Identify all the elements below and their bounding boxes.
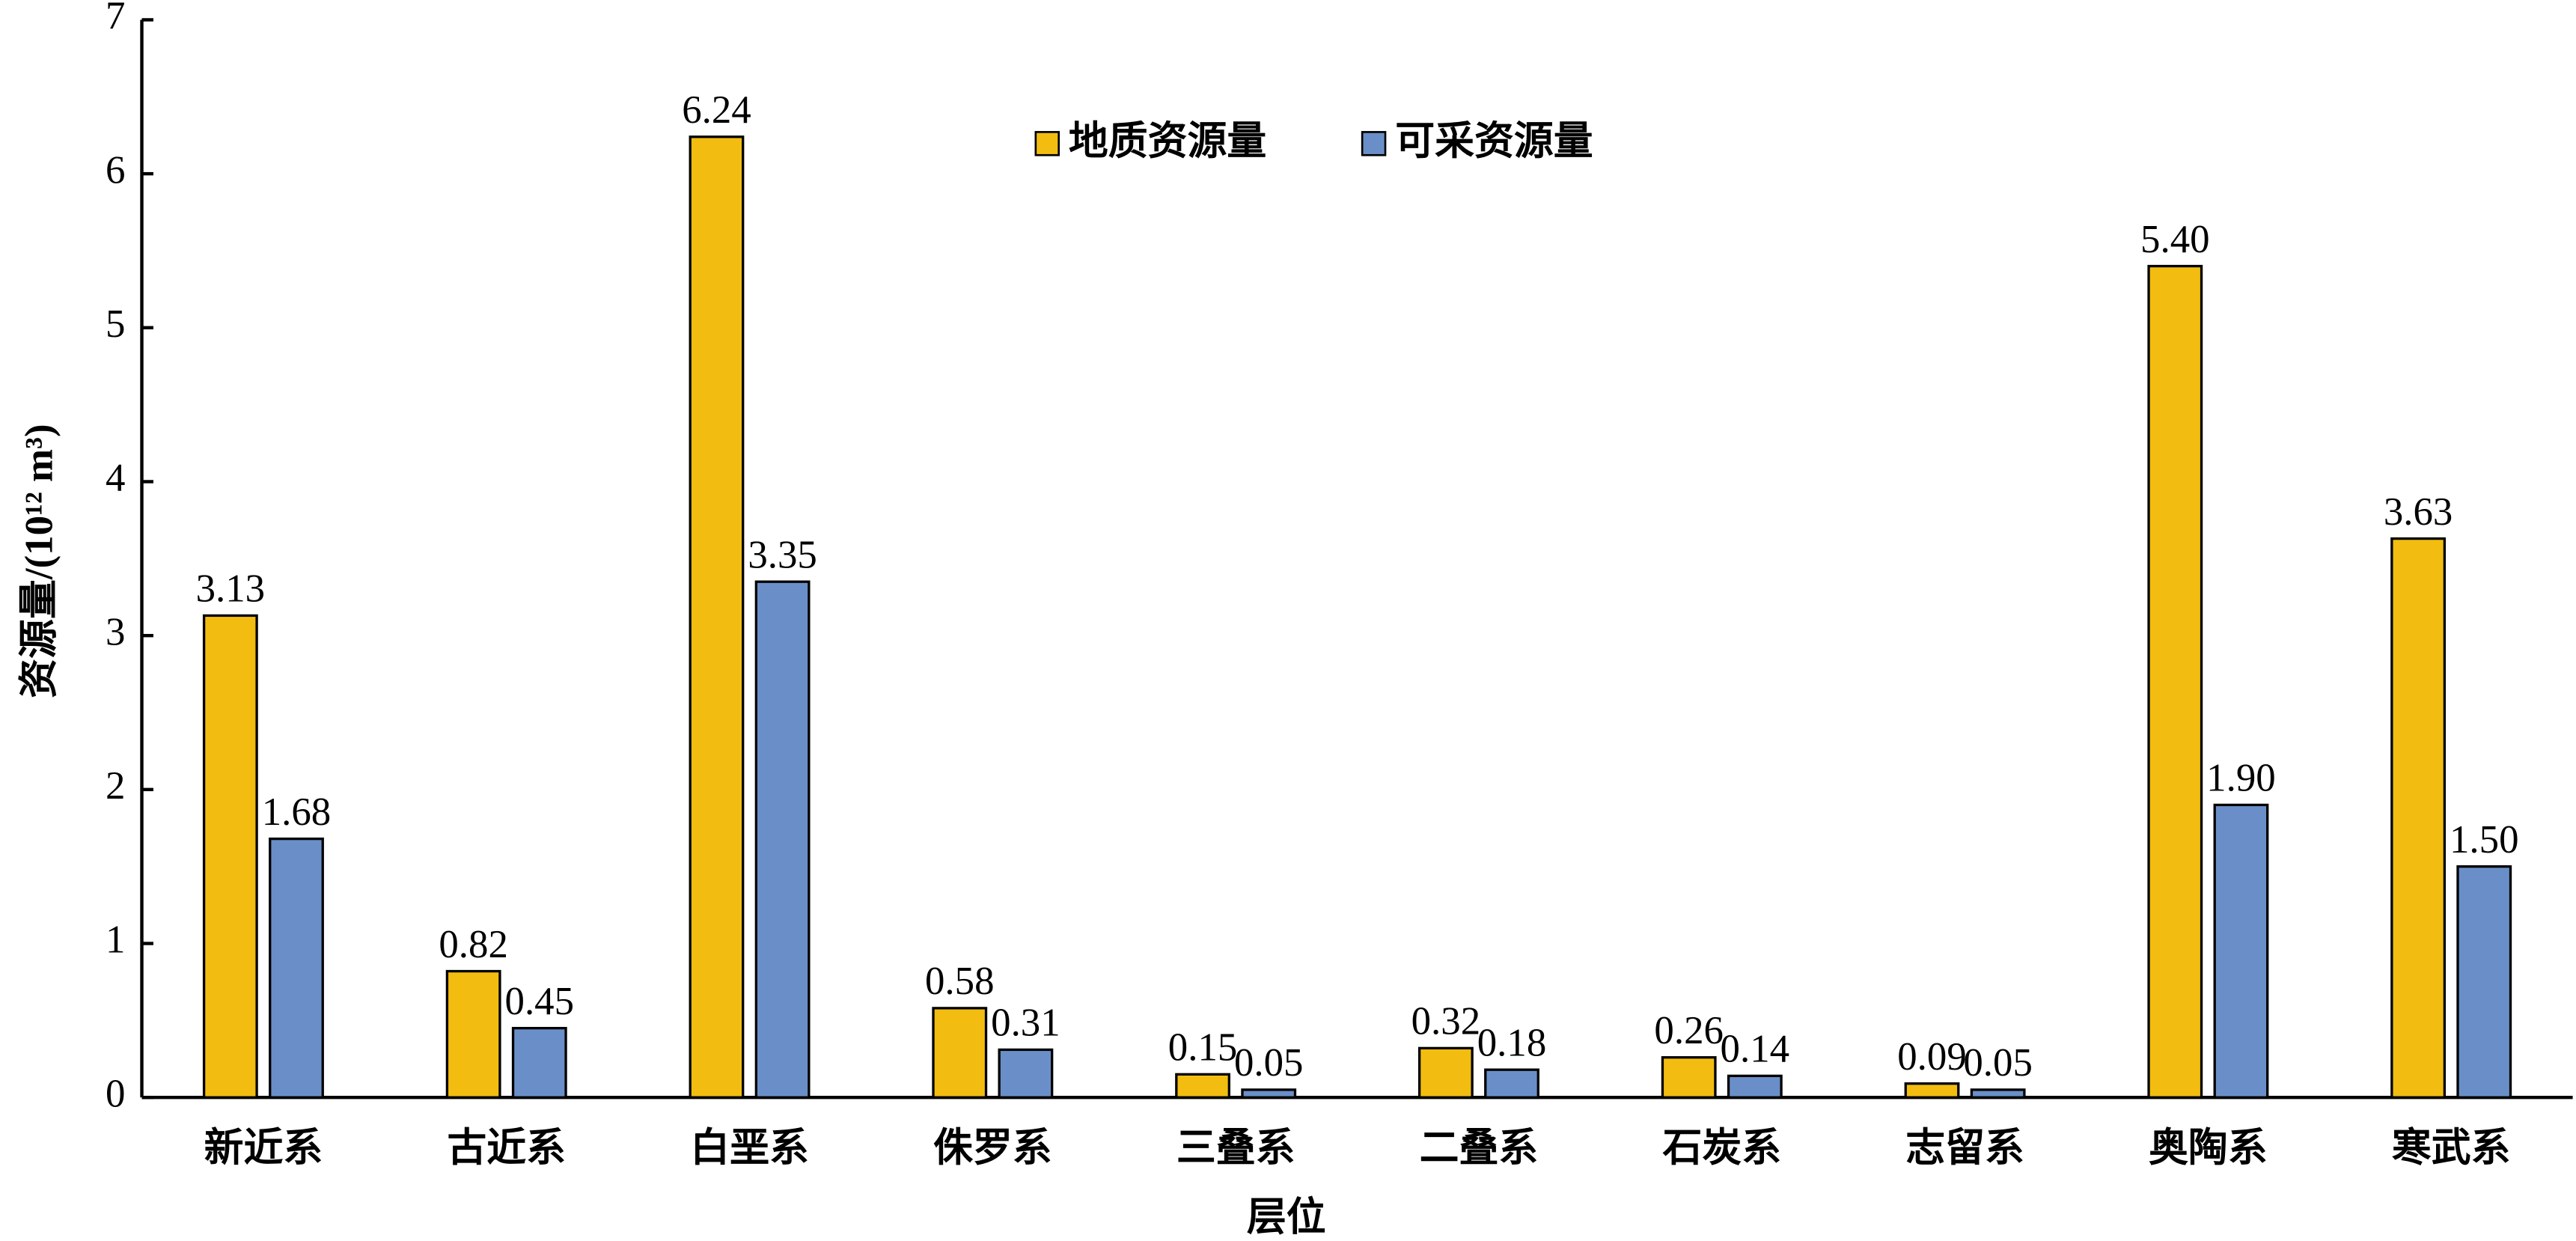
- value-label: 3.35: [748, 533, 817, 576]
- value-label: 0.18: [1477, 1021, 1547, 1064]
- value-label: 0.45: [505, 980, 575, 1023]
- value-label: 0.15: [1168, 1026, 1238, 1070]
- legend-swatch: [1361, 131, 1387, 156]
- bar: [202, 614, 258, 1099]
- x-tick-label: 侏罗系: [933, 1126, 1052, 1170]
- x-tick-label: 奥陶系: [2149, 1126, 2268, 1170]
- value-label: 3.13: [196, 567, 266, 611]
- x-tick-label: 寒武系: [2392, 1126, 2511, 1170]
- y-tick-label: 0: [106, 1072, 125, 1115]
- y-tick-label: 2: [106, 764, 125, 808]
- bar: [998, 1048, 1054, 1099]
- value-label: 5.40: [2140, 218, 2210, 261]
- y-tick-label: 7: [106, 0, 125, 38]
- y-tick-label: 5: [106, 302, 125, 346]
- value-label: 3.63: [2384, 490, 2453, 534]
- x-axis-label: 层位: [1247, 1195, 1326, 1240]
- bar: [1970, 1088, 2026, 1099]
- bar: [1661, 1056, 1717, 1099]
- bar: [689, 135, 745, 1099]
- y-tick-label: 3: [106, 610, 125, 653]
- value-label: 0.26: [1654, 1009, 1724, 1052]
- x-tick-label: 古近系: [447, 1126, 566, 1170]
- bar: [1727, 1074, 1783, 1099]
- value-label: 0.05: [1963, 1041, 2033, 1085]
- value-label: 0.09: [1897, 1035, 1967, 1079]
- bar: [2390, 537, 2447, 1099]
- y-tick-label: 6: [106, 148, 125, 192]
- y-tick-label: 1: [106, 918, 125, 962]
- value-label: 6.24: [682, 88, 751, 132]
- legend-swatch: [1034, 131, 1060, 156]
- x-tick-label: 白垩系: [690, 1126, 809, 1170]
- bar: [1904, 1082, 1960, 1099]
- value-label: 0.05: [1234, 1041, 1304, 1085]
- x-tick-label: 二叠系: [1420, 1126, 1539, 1170]
- x-tick-label: 石炭系: [1662, 1126, 1781, 1170]
- value-label: 0.82: [439, 923, 508, 966]
- value-label: 0.31: [991, 1001, 1060, 1045]
- bar: [1484, 1068, 1539, 1099]
- bar: [1241, 1088, 1297, 1099]
- bar: [269, 837, 324, 1099]
- x-tick-label: 三叠系: [1176, 1126, 1295, 1170]
- x-tick-label: 志留系: [1905, 1126, 2024, 1170]
- bar: [2213, 803, 2269, 1099]
- bar: [511, 1026, 567, 1099]
- bar: [1175, 1073, 1230, 1099]
- y-tick-label: 4: [106, 457, 125, 500]
- legend-label: 地质资源量: [1069, 119, 1266, 163]
- legend-label: 可采资源量: [1395, 120, 1593, 163]
- value-label: 1.50: [2450, 818, 2519, 862]
- bar: [2456, 865, 2512, 1099]
- value-label: 0.58: [925, 960, 995, 1003]
- bar: [1417, 1046, 1474, 1099]
- bar: [2147, 264, 2203, 1099]
- x-tick-label: 新近系: [204, 1126, 323, 1170]
- value-label: 1.68: [262, 790, 332, 834]
- bar: [445, 969, 501, 1099]
- bar: [754, 580, 811, 1099]
- y-axis-label: 资源量/(10¹² m³): [17, 424, 61, 698]
- value-label: 0.32: [1411, 1000, 1481, 1043]
- value-label: 1.90: [2206, 757, 2276, 800]
- value-label: 0.14: [1721, 1028, 1790, 1071]
- bar: [932, 1007, 988, 1099]
